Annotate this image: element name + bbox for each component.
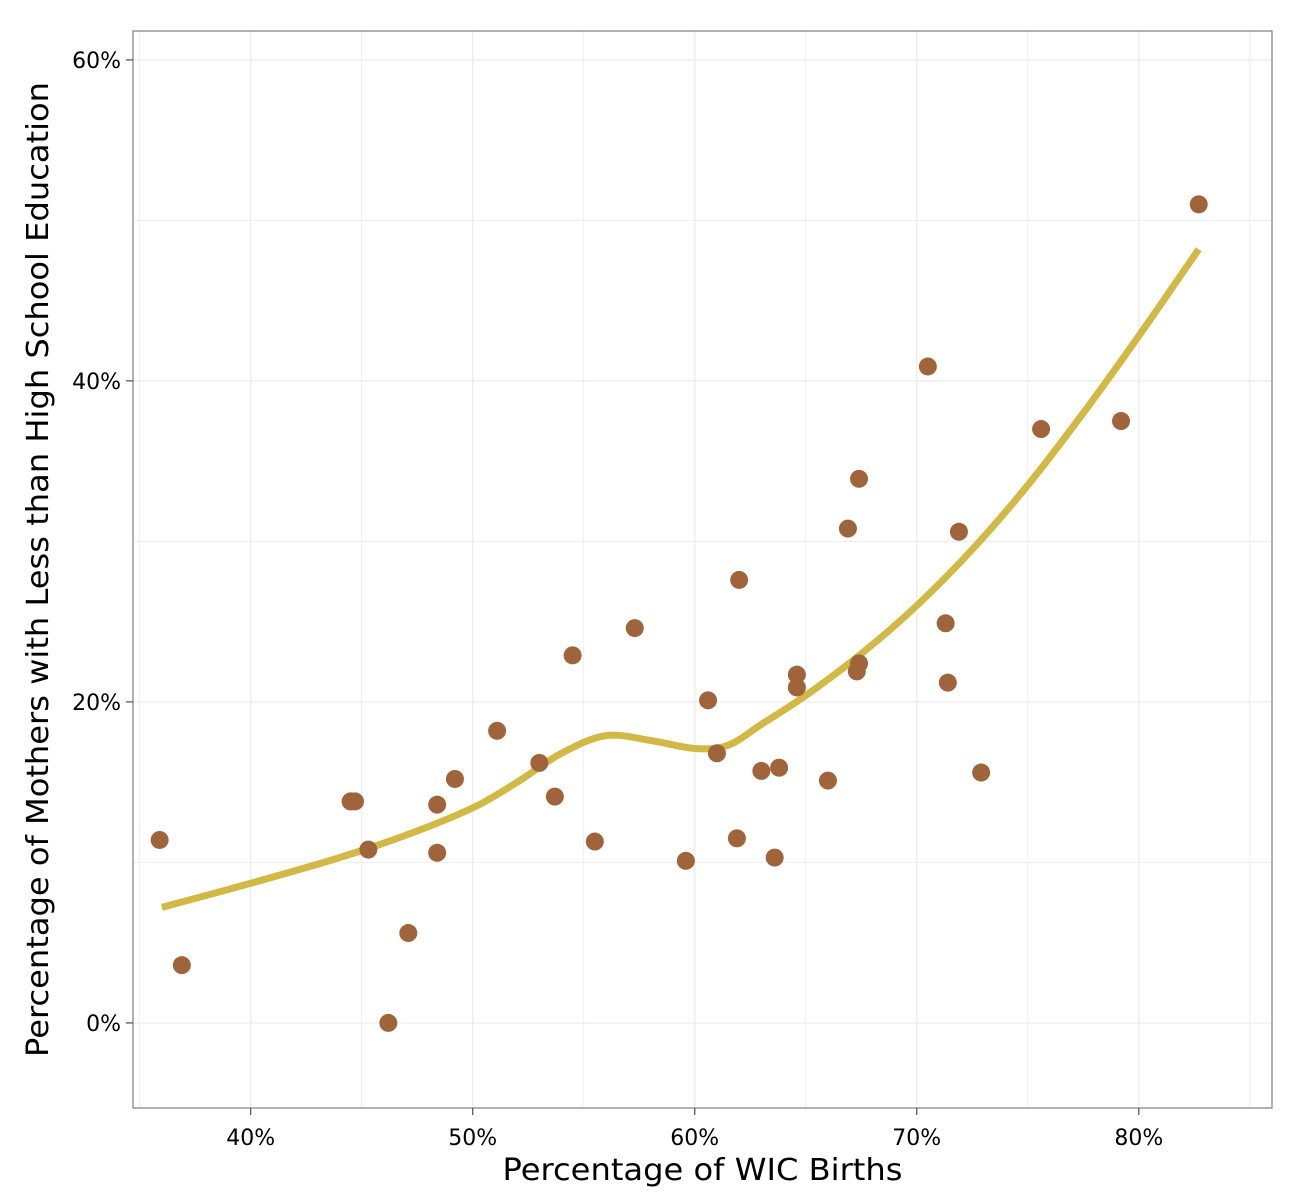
panel-border <box>132 30 1273 1109</box>
smooth-trend-line <box>160 247 1202 911</box>
data-point <box>399 924 418 943</box>
x-axis: 40% 50% 60% 70% 80% <box>226 1108 1163 1151</box>
data-point <box>545 787 564 806</box>
data-point <box>918 357 937 376</box>
data-point <box>699 691 718 710</box>
smooth-line-path <box>160 247 1202 911</box>
data-point <box>625 619 644 638</box>
data-point <box>1032 420 1051 439</box>
data-point <box>428 843 447 862</box>
data-point <box>730 570 749 589</box>
data-point <box>850 469 869 488</box>
y-tick-label: 60% <box>72 49 121 74</box>
data-point <box>838 519 857 538</box>
data-point <box>150 830 169 849</box>
data-point <box>727 829 746 848</box>
grid-lines <box>133 31 1272 1108</box>
data-point <box>563 646 582 665</box>
data-point <box>488 721 507 740</box>
data-point <box>379 1013 398 1032</box>
data-point <box>972 763 991 782</box>
data-point <box>1189 195 1208 214</box>
data-point <box>787 678 806 697</box>
data-point <box>428 795 447 814</box>
data-point <box>770 758 789 777</box>
data-point <box>936 614 955 633</box>
data-point <box>787 665 806 684</box>
y-tick-label: 20% <box>72 691 121 716</box>
y-tick-label: 0% <box>86 1012 121 1037</box>
data-point <box>938 673 957 692</box>
y-axis: 0% 20% 40% 60% <box>72 49 133 1037</box>
data-point <box>585 832 604 851</box>
x-tick-label: 70% <box>892 1126 941 1151</box>
data-point <box>707 744 726 763</box>
data-point <box>1112 412 1131 431</box>
data-points <box>150 195 1208 1032</box>
data-point <box>445 769 464 788</box>
x-axis-title: Percentage of WIC Births <box>503 1153 903 1188</box>
y-tick-label: 40% <box>72 370 121 395</box>
data-point <box>359 840 378 859</box>
data-point <box>346 792 365 811</box>
data-point <box>818 771 837 790</box>
y-axis-title: Percentage of Mothers with Less than Hig… <box>21 82 56 1057</box>
data-point <box>949 522 968 541</box>
data-point <box>765 848 784 867</box>
data-point <box>676 851 695 870</box>
data-point <box>850 654 869 673</box>
x-tick-label: 80% <box>1114 1126 1163 1151</box>
x-tick-label: 40% <box>226 1126 275 1151</box>
data-point <box>530 753 549 772</box>
data-point <box>172 956 191 975</box>
data-point <box>752 761 771 780</box>
x-tick-label: 60% <box>670 1126 719 1151</box>
x-tick-label: 50% <box>448 1126 497 1151</box>
